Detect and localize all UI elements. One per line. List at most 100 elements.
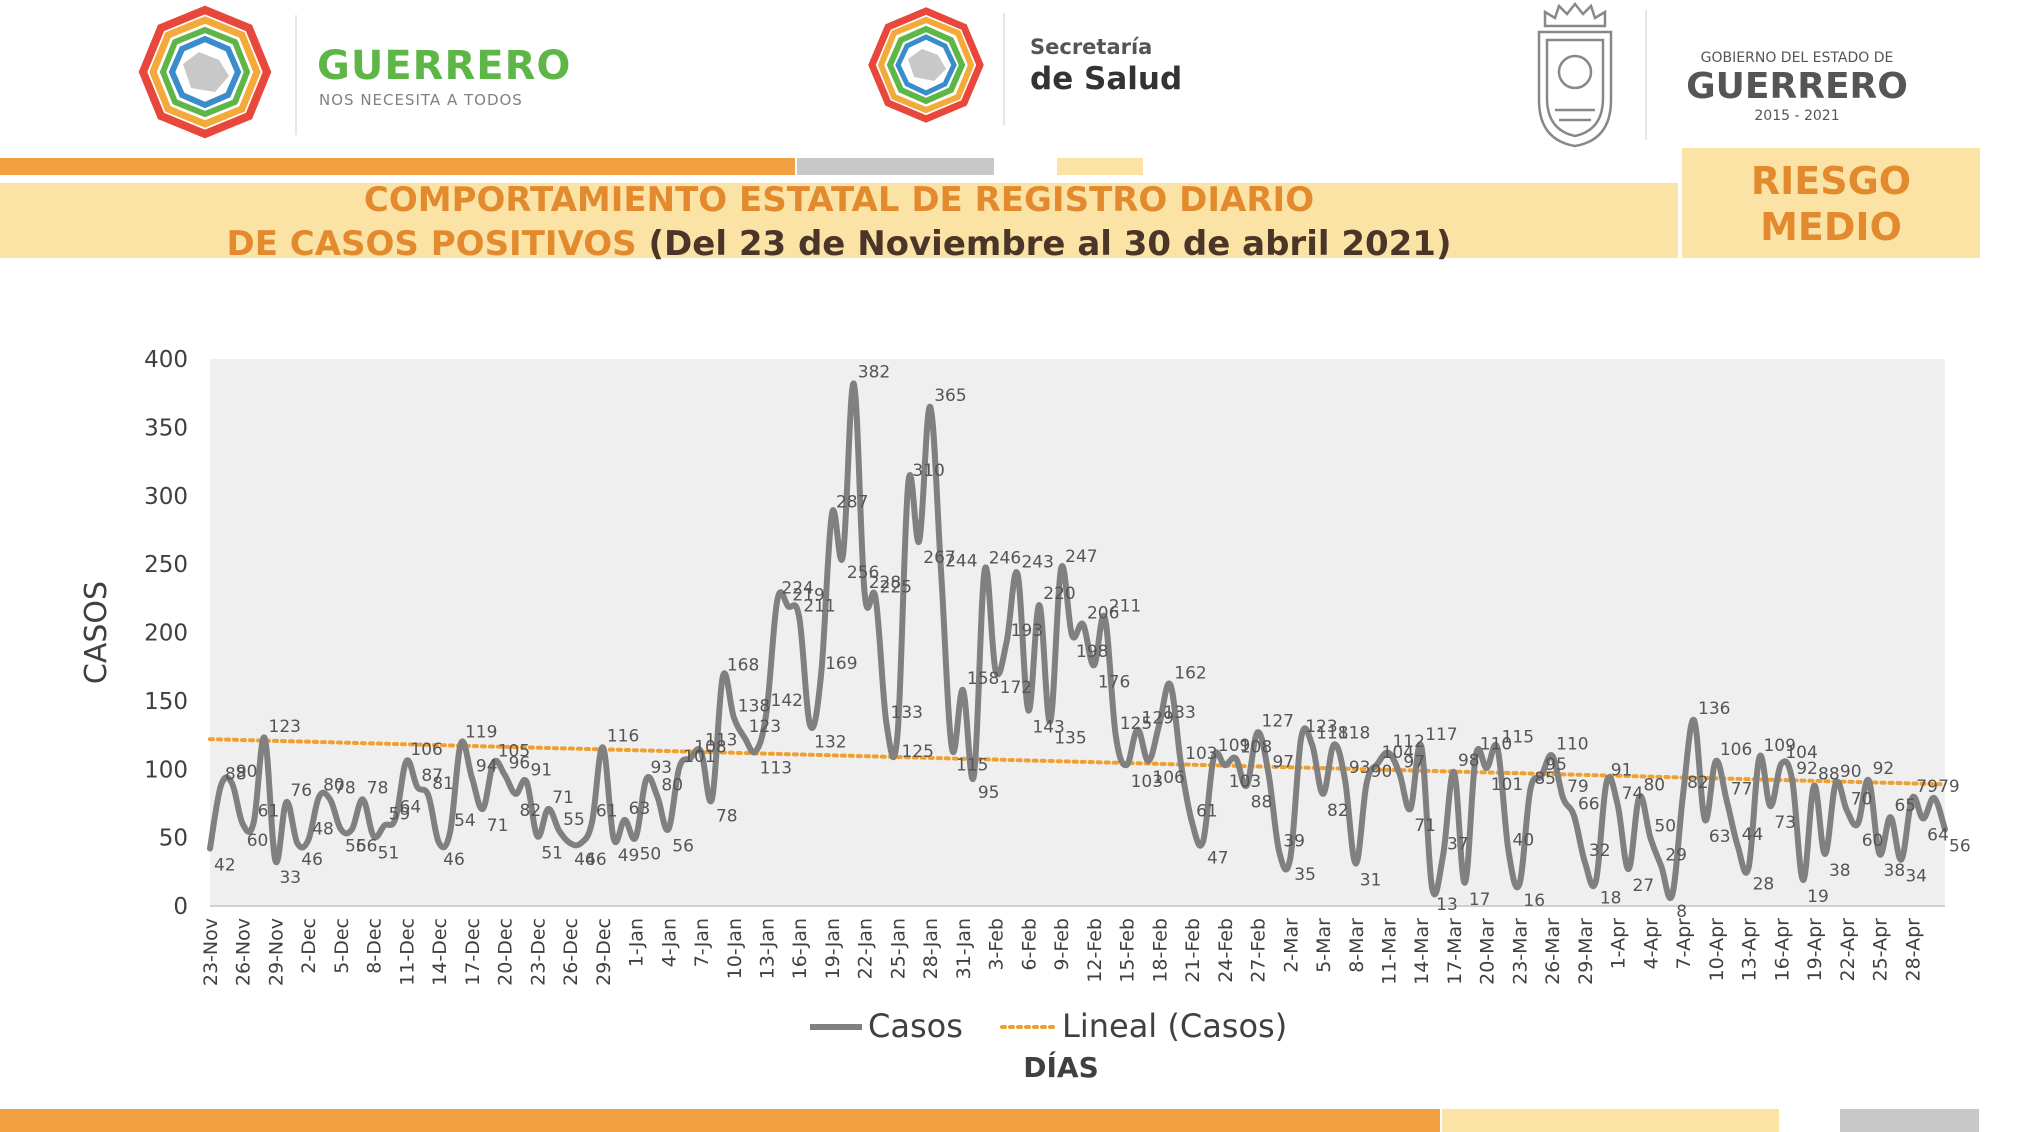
data-label: 115 [956, 756, 988, 776]
data-label: 46 [301, 850, 323, 870]
data-label: 82 [520, 801, 542, 821]
x-tick-label: 2-Mar [1280, 918, 1302, 973]
data-label: 98 [1458, 751, 1480, 771]
data-label: 60 [247, 831, 269, 851]
data-label: 256 [847, 563, 879, 583]
data-label: 113 [760, 758, 792, 778]
data-label: 59 [389, 804, 411, 824]
data-label: 13 [1436, 895, 1458, 915]
data-label: 133 [891, 703, 923, 723]
data-label: 61 [258, 802, 280, 822]
data-label: 103 [1185, 744, 1217, 764]
data-label: 109 [1763, 736, 1795, 756]
data-label: 71 [487, 816, 509, 836]
salud-logo-line2: de Salud [1030, 61, 1183, 97]
x-tick-label: 7-Apr [1673, 918, 1695, 970]
data-label: 35 [1294, 865, 1316, 885]
data-label: 125 [901, 742, 933, 762]
x-tick-label: 23-Dec [527, 918, 549, 986]
data-label: 90 [1371, 762, 1393, 782]
data-label: 55 [563, 810, 585, 830]
x-tick-label: 22-Jan [855, 918, 877, 979]
data-label: 224 [781, 579, 813, 599]
data-label: 93 [1349, 758, 1371, 778]
data-label: 38 [1884, 861, 1906, 881]
data-label: 219 [792, 586, 824, 606]
data-label: 106 [410, 740, 442, 760]
x-tick-label: 8-Mar [1346, 918, 1368, 973]
data-label: 37 [1447, 834, 1469, 854]
data-label: 133 [1163, 703, 1195, 723]
coat-of-arms-icon [1537, 1, 1613, 148]
data-label: 80 [661, 776, 683, 796]
data-label: 60 [1862, 831, 1884, 851]
data-label: 40 [1513, 830, 1535, 850]
data-label: 118 [1316, 724, 1348, 744]
x-tick-label: 19-Apr [1804, 918, 1826, 982]
x-axis-label: DÍAS [1023, 1050, 1099, 1084]
data-label: 143 [1032, 717, 1064, 737]
data-label: 246 [989, 549, 1021, 569]
data-label: 123 [269, 717, 301, 737]
data-label: 176 [1098, 672, 1130, 692]
cases-line-chart: 0 50 100 150 200 250 300 350 400 23-Nov 26-Nov 29-… [79, 347, 1971, 1084]
data-label: 106 [1152, 768, 1184, 788]
data-label: 51 [541, 843, 563, 863]
x-tick-label: 31-Jan [953, 918, 975, 979]
data-label: 169 [825, 654, 857, 674]
data-label: 101 [683, 747, 715, 767]
data-labels: 4288906061123337646488078565678515964106… [214, 363, 1971, 922]
data-label: 106 [1720, 740, 1752, 760]
data-label: 42 [214, 856, 236, 876]
data-label: 287 [836, 493, 868, 513]
data-label: 65 [1894, 796, 1916, 816]
guerrero-logo: GUERRERO NOS NECESITA A TODOS [135, 5, 570, 140]
data-label: 91 [530, 761, 552, 781]
y-tick-label: 200 [144, 621, 188, 647]
data-label: 88 [1818, 765, 1840, 785]
x-tick-label: 23-Mar [1509, 918, 1531, 985]
data-label: 64 [400, 797, 422, 817]
data-label: 92 [1873, 759, 1895, 779]
y-axis-label: CASOS [79, 581, 114, 684]
x-tick-label: 23-Nov [200, 918, 222, 986]
data-label: 49 [618, 846, 640, 866]
data-label: 172 [1000, 678, 1032, 698]
data-label: 116 [607, 726, 639, 746]
bottom-yellow-bar [1442, 1109, 1779, 1132]
data-label: 17 [1469, 890, 1491, 910]
x-tick-label: 14-Dec [429, 918, 451, 986]
data-label: 104 [1785, 743, 1817, 763]
gobierno-logo: GOBIERNO DEL ESTADO DE GUERRERO 2015 - 2… [1520, 0, 1940, 150]
data-label: 382 [858, 363, 890, 383]
risk-line1: RIESGO [1750, 159, 1912, 203]
data-label: 115 [1502, 728, 1534, 748]
data-label: 56 [356, 836, 378, 856]
data-label: 117 [1425, 725, 1457, 745]
data-label: 82 [1327, 801, 1349, 821]
data-label: 81 [432, 774, 454, 794]
data-label: 90 [1840, 762, 1862, 782]
data-label: 108 [1240, 737, 1272, 757]
data-label: 243 [1021, 553, 1053, 573]
data-label: 135 [1054, 728, 1086, 748]
data-label: 56 [672, 836, 694, 856]
data-label: 228 [869, 573, 901, 593]
data-label: 211 [1109, 596, 1141, 616]
data-label: 244 [945, 551, 977, 571]
data-label: 34 [1905, 867, 1927, 887]
salud-logo-line1: Secretaría [1030, 35, 1153, 59]
data-label: 50 [1654, 817, 1676, 837]
x-tick-label: 5-Dec [331, 918, 353, 974]
data-label: 44 [1742, 825, 1764, 845]
data-label: 110 [1556, 735, 1588, 755]
data-label: 51 [378, 843, 400, 863]
x-tick-label: 24-Feb [1215, 918, 1237, 983]
data-label: 80 [1643, 776, 1665, 796]
data-label: 78 [716, 806, 738, 826]
data-label: 70 [1851, 789, 1873, 809]
data-label: 168 [727, 655, 759, 675]
title-band [0, 183, 1678, 258]
x-tick-label: 11-Dec [396, 918, 418, 986]
data-label: 38 [1829, 861, 1851, 881]
